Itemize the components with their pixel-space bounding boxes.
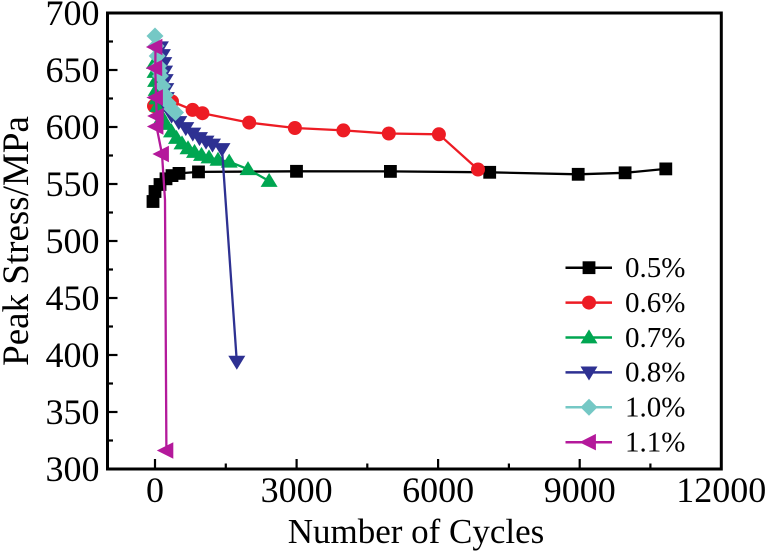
svg-text:1.1%: 1.1% [625, 427, 685, 459]
svg-text:3000: 3000 [261, 470, 333, 510]
svg-text:Number of Cycles: Number of Cycles [288, 512, 545, 551]
svg-text:9000: 9000 [544, 470, 616, 510]
svg-text:400: 400 [46, 335, 100, 375]
svg-text:0.8%: 0.8% [625, 357, 685, 389]
svg-text:700: 700 [46, 0, 100, 33]
svg-text:350: 350 [46, 392, 100, 432]
svg-text:550: 550 [46, 164, 100, 204]
svg-text:650: 650 [46, 50, 100, 90]
svg-text:450: 450 [46, 278, 100, 318]
svg-text:12000: 12000 [676, 470, 766, 510]
svg-text:600: 600 [46, 107, 100, 147]
svg-text:0.7%: 0.7% [625, 322, 685, 354]
svg-text:0.5%: 0.5% [625, 252, 685, 284]
svg-text:0.6%: 0.6% [625, 287, 685, 319]
svg-text:500: 500 [46, 221, 100, 261]
svg-text:0: 0 [146, 470, 164, 510]
svg-text:Peak Stress/MPa: Peak Stress/MPa [0, 116, 37, 366]
svg-text:1.0%: 1.0% [625, 392, 685, 424]
svg-text:6000: 6000 [402, 470, 474, 510]
svg-text:300: 300 [46, 449, 100, 489]
